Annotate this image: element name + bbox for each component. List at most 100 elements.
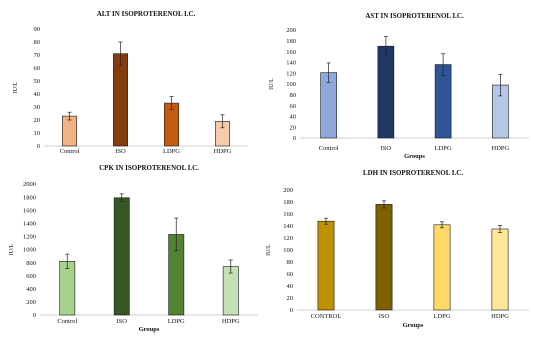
ldh-y-axis-label: IU/L — [266, 244, 272, 256]
ldh-y-tick-label: 120 — [283, 235, 293, 242]
ast-y-tick-label: 140 — [286, 60, 296, 67]
alt-y-tick-label: 0 — [37, 143, 40, 150]
cpk-y-tick-label: 1600 — [23, 207, 36, 214]
ast-y-tick-label: 20 — [290, 124, 297, 131]
ldh-bar-iso — [375, 204, 393, 311]
alt-error-bar-ldpg — [169, 96, 174, 110]
alt-error-bar-control — [67, 111, 72, 121]
ldh-y-tick-label: 180 — [283, 199, 293, 206]
cpk-error-bar-iso — [119, 193, 124, 203]
cpk-y-tick-label: 1400 — [23, 221, 36, 228]
ldh-y-tick-label: 160 — [283, 211, 293, 218]
ast-y-axis-label: IU/L — [269, 78, 275, 90]
cpk-y-axis-label: IU/L — [9, 243, 15, 255]
ast-chart: AST IN ISOPROTERENOL I.C. IU/L 0 20 40 60 80 10… — [269, 12, 529, 160]
ldh-category-label: ISO — [379, 313, 390, 320]
cpk-chart-panel: CPK IN ISOPROTERENOL I.C. IU/L 0 200 400 600 8… — [0, 160, 262, 344]
ldh-y-tick-label: 60 — [287, 271, 294, 278]
ldh-bar-control — [317, 220, 335, 311]
alt-bar-iso — [113, 53, 128, 147]
ast-error-bar-control — [326, 62, 331, 83]
cpk-bar-control — [59, 260, 76, 316]
cpk-y-tick-label: 400 — [26, 286, 36, 293]
cpk-y-tick-label: 1000 — [23, 247, 36, 254]
cpk-chart-title: CPK IN ISOPROTERENOL I.C. — [99, 164, 199, 172]
alt-chart-title: ALT IN ISOPROTERENOL I.C. — [97, 10, 196, 18]
alt-y-tick-label: 60 — [34, 65, 41, 72]
ast-error-bar-hdpg — [498, 73, 503, 97]
cpk-bar-hdpg — [222, 266, 239, 316]
ast-y-tick-label: 180 — [286, 38, 296, 45]
ldh-x-axis-label: Groups — [403, 322, 424, 329]
cpk-y-tick-label: 200 — [26, 299, 36, 306]
alt-y-tick-label: 80 — [34, 39, 41, 46]
alt-y-tick-label: 70 — [34, 52, 41, 59]
ldh-y-tick-label: 100 — [283, 247, 293, 254]
cpk-y-tick-label: 0 — [33, 312, 36, 319]
ldh-category-label: HDPG — [491, 313, 509, 320]
alt-y-tick-label: 30 — [34, 104, 41, 111]
ast-error-bar-ldpg — [441, 53, 446, 76]
ldh-error-bar-ldpg — [440, 221, 444, 229]
cpk-error-bar-ldpg — [174, 217, 179, 252]
ldh-y-tick-label: 140 — [283, 223, 293, 230]
ldh-category-label: LDPG — [434, 313, 451, 320]
ast-y-tick-label: 60 — [290, 103, 297, 110]
cpk-y-tick-label: 1200 — [23, 234, 36, 241]
ast-y-tick-label: 40 — [290, 114, 297, 121]
alt-y-axis-label: IU/L — [13, 81, 19, 93]
alt-y-tick-label: 20 — [34, 117, 41, 124]
cpk-x-axis-label: Groups — [139, 326, 160, 333]
cpk-y-tick-label: 600 — [26, 273, 36, 280]
ldh-chart-panel: LDH IN ISOPROTERENOL I.C. IU/L 0 20 40 60 80 10… — [266, 160, 534, 344]
ldh-error-bar-hdpg — [498, 225, 502, 233]
cpk-y-tick-label: 800 — [26, 260, 36, 267]
ldh-y-tick-label: 20 — [287, 295, 294, 302]
ast-y-tick-label: 80 — [290, 92, 297, 99]
cpk-category-label: Control — [57, 318, 77, 325]
ldh-bar-ldpg — [433, 224, 451, 311]
ldh-y-tick-label: 200 — [283, 187, 293, 194]
ldh-y-tick-label: 80 — [287, 259, 294, 266]
cpk-chart: CPK IN ISOPROTERENOL I.C. IU/L 0 200 400 600 8… — [9, 164, 258, 333]
cpk-error-bar-hdpg — [228, 259, 233, 274]
alt-y-tick-label: 40 — [34, 91, 41, 98]
alt-y-tick-label: 90 — [34, 26, 41, 33]
ast-category-label: ISO — [381, 145, 392, 152]
ldh-y-tick-label: 0 — [290, 307, 293, 314]
cpk-category-label: HDPG — [222, 318, 240, 325]
ast-x-axis-label: Groups — [404, 153, 425, 160]
cpk-category-label: LDPG — [168, 318, 185, 325]
alt-category-label: ISO — [115, 148, 126, 155]
ast-y-tick-label: 160 — [286, 49, 296, 56]
cpk-y-tick-label: 2000 — [23, 181, 36, 188]
ldh-category-label: CONTROL — [311, 313, 342, 320]
alt-category-label: LDPG — [163, 148, 180, 155]
ldh-chart-title: LDH IN ISOPROTERENOL I.C. — [363, 169, 463, 177]
cpk-category-label: ISO — [117, 318, 128, 325]
ast-error-bar-iso — [383, 36, 388, 57]
alt-chart: ALT IN ISOPROTERENOL I.C. IU/L 0 10 20 30 40 50… — [13, 10, 248, 155]
alt-error-bar-iso — [118, 41, 123, 66]
alt-bar-control — [62, 115, 77, 147]
ldh-bar-hdpg — [491, 228, 509, 311]
cpk-bar-iso — [113, 197, 130, 316]
alt-y-tick-label: 10 — [34, 130, 41, 137]
cpk-y-tick-label: 1800 — [23, 194, 36, 201]
ast-category-label: LDPG — [435, 145, 452, 152]
ast-y-tick-label: 200 — [286, 27, 296, 34]
ast-y-tick-label: 0 — [293, 135, 296, 142]
alt-error-bar-hdpg — [220, 114, 225, 129]
ast-y-tick-label: 100 — [286, 81, 296, 88]
ast-chart-panel: AST IN ISOPROTERENOL I.C. IU/L 0 20 40 60 80 10… — [267, 0, 534, 175]
ast-y-tick-label: 120 — [286, 70, 296, 77]
ast-bar-iso — [377, 45, 395, 139]
ldh-error-bar-control — [324, 217, 328, 225]
ldh-y-tick-label: 40 — [287, 283, 294, 290]
alt-chart-panel: ALT IN ISOPROTERENOL I.C. IU/L 0 10 20 30 40 50… — [0, 0, 262, 173]
ldh-error-bar-iso — [382, 200, 386, 209]
cpk-error-bar-control — [65, 253, 70, 269]
ast-category-label: HDPG — [492, 145, 510, 152]
alt-category-label: HDPG — [214, 148, 232, 155]
alt-category-label: Control — [60, 148, 80, 155]
